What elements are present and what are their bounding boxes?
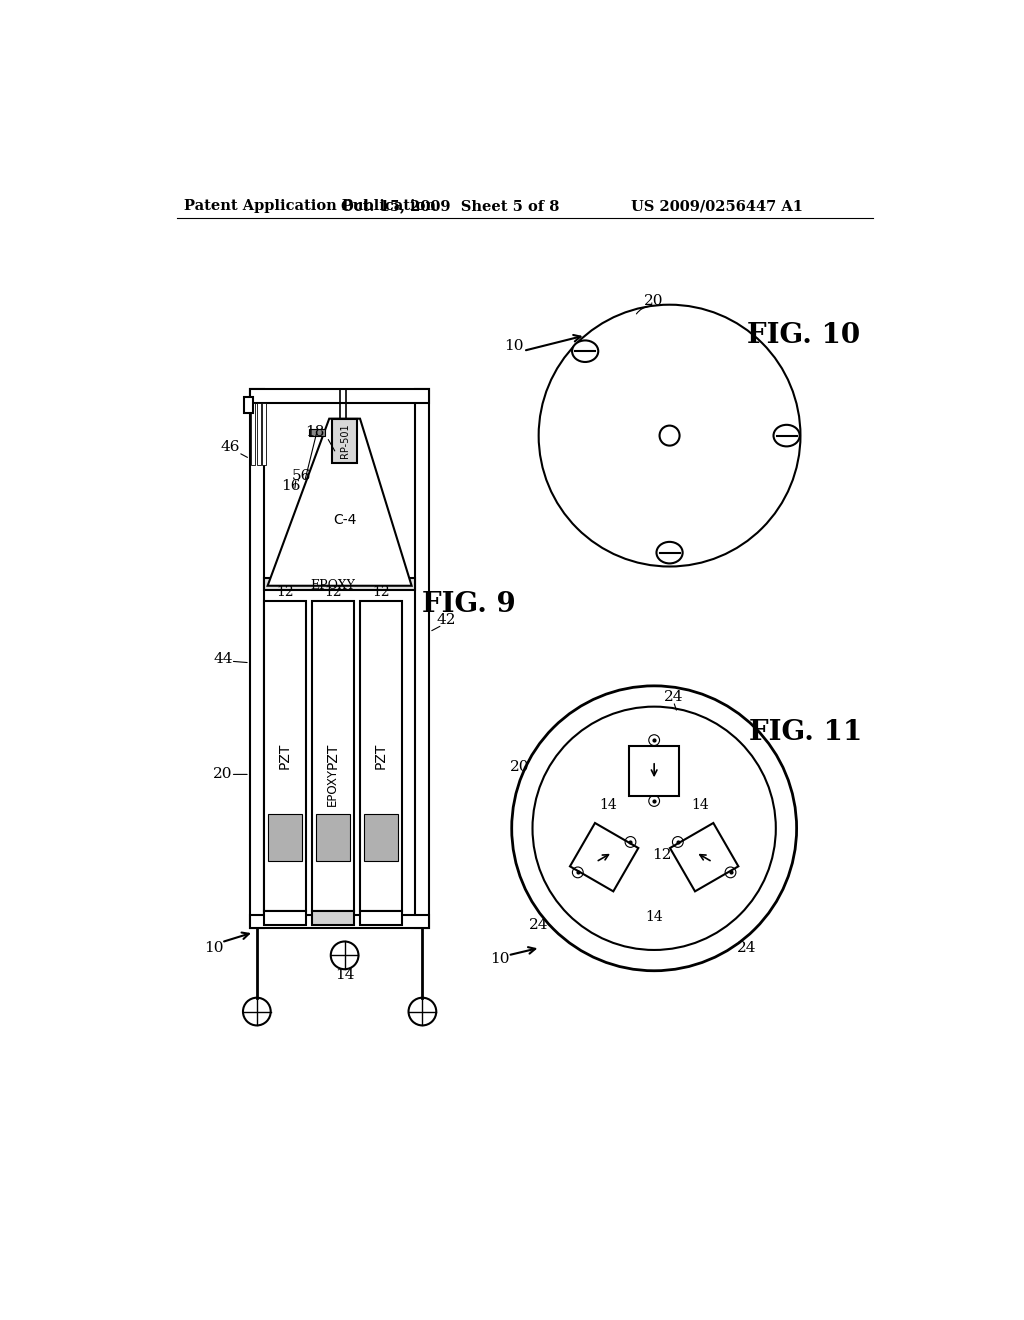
Text: 44: 44 xyxy=(213,652,232,665)
Bar xyxy=(416,389,429,928)
Text: 24: 24 xyxy=(529,917,549,932)
Bar xyxy=(264,911,305,924)
Text: 24: 24 xyxy=(664,690,683,705)
Text: FIG. 11: FIG. 11 xyxy=(749,718,862,746)
Bar xyxy=(359,911,401,924)
Polygon shape xyxy=(670,822,738,891)
Ellipse shape xyxy=(572,341,598,362)
Text: 24: 24 xyxy=(737,941,757,954)
Text: 14: 14 xyxy=(335,968,354,982)
Bar xyxy=(264,578,416,590)
Polygon shape xyxy=(570,822,638,891)
Text: 20: 20 xyxy=(510,760,529,774)
Bar xyxy=(364,814,397,861)
Text: 46: 46 xyxy=(221,440,241,454)
Text: Oct. 15, 2009  Sheet 5 of 8: Oct. 15, 2009 Sheet 5 of 8 xyxy=(341,199,559,213)
Bar xyxy=(244,397,253,412)
Text: 10: 10 xyxy=(490,952,510,966)
Text: 20: 20 xyxy=(213,767,232,781)
Text: 14: 14 xyxy=(691,799,710,812)
Text: 42: 42 xyxy=(436,614,456,627)
Bar xyxy=(333,418,357,463)
Text: 12: 12 xyxy=(324,585,341,599)
Ellipse shape xyxy=(773,425,800,446)
Bar xyxy=(315,814,350,861)
Bar xyxy=(264,601,305,911)
Text: PZT: PZT xyxy=(326,743,340,770)
Bar xyxy=(252,404,255,465)
Ellipse shape xyxy=(656,543,683,564)
Bar xyxy=(250,389,264,928)
Text: PZT: PZT xyxy=(374,743,388,770)
Bar xyxy=(257,404,261,465)
Text: 12: 12 xyxy=(275,585,294,599)
Text: US 2009/0256447 A1: US 2009/0256447 A1 xyxy=(631,199,803,213)
Bar xyxy=(262,404,266,465)
Bar xyxy=(309,429,325,436)
Text: RP-501: RP-501 xyxy=(340,424,349,458)
Bar xyxy=(311,601,353,911)
Text: C-4: C-4 xyxy=(333,513,356,527)
Text: EPOXY: EPOXY xyxy=(327,768,339,805)
Text: 16: 16 xyxy=(281,479,300,492)
Text: 10: 10 xyxy=(204,941,223,954)
Bar xyxy=(359,601,401,911)
Bar xyxy=(250,389,429,404)
Polygon shape xyxy=(267,418,412,586)
Text: 12: 12 xyxy=(652,849,672,862)
Text: 56: 56 xyxy=(292,470,311,483)
Text: FIG. 10: FIG. 10 xyxy=(748,322,860,348)
Text: 20: 20 xyxy=(644,294,664,308)
Text: Patent Application Publication: Patent Application Publication xyxy=(184,199,436,213)
Text: 12: 12 xyxy=(372,585,389,599)
Polygon shape xyxy=(629,746,679,796)
Text: FIG. 9: FIG. 9 xyxy=(423,591,516,619)
Text: 18: 18 xyxy=(305,425,325,438)
Text: 10: 10 xyxy=(504,338,523,352)
Bar xyxy=(250,915,429,928)
Bar xyxy=(267,814,302,861)
Text: EPOXY: EPOXY xyxy=(310,579,355,591)
Text: 14: 14 xyxy=(599,799,616,812)
Bar xyxy=(311,911,353,924)
Text: PZT: PZT xyxy=(278,743,292,770)
Text: 14: 14 xyxy=(645,909,663,924)
